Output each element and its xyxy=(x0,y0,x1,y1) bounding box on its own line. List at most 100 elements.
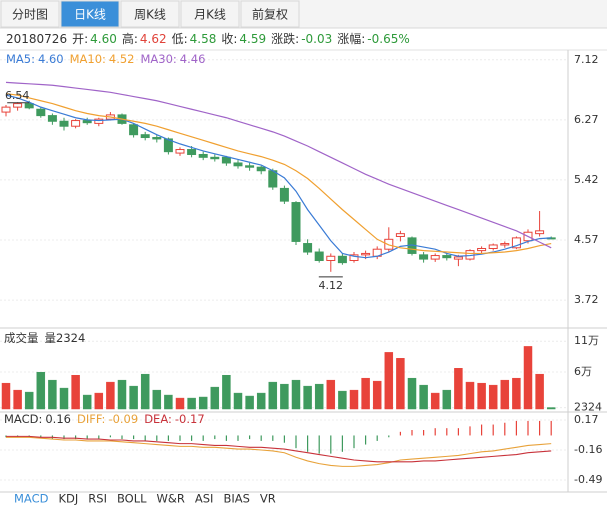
candle-body xyxy=(13,103,23,108)
candle-body xyxy=(337,255,347,264)
candle-body xyxy=(361,252,371,256)
candle-body xyxy=(94,118,104,124)
volume-bar xyxy=(71,374,80,410)
volume-bar xyxy=(535,373,544,410)
volume-bar xyxy=(129,385,138,410)
candle-body xyxy=(326,255,336,262)
legend-value: 0.16 xyxy=(45,412,71,426)
candle-body xyxy=(210,156,220,160)
quote-label: 高: xyxy=(122,31,138,46)
volume-bar xyxy=(361,377,370,410)
quote-value: 4.59 xyxy=(239,32,266,46)
tab[interactable] xyxy=(60,0,120,28)
candle-body xyxy=(511,237,521,249)
legend-name: DEA: xyxy=(144,412,172,426)
indicator-tab[interactable]: BOLL xyxy=(117,492,147,506)
tab-label[interactable]: 日K线 xyxy=(74,8,106,22)
volume-label: 量 xyxy=(45,331,57,345)
legend-name: DIFF: xyxy=(77,412,105,426)
y-tick-label: 0.17 xyxy=(574,413,599,426)
tab[interactable] xyxy=(120,0,180,28)
volume-title: 成交量 xyxy=(4,331,39,345)
legend-value: -0.09 xyxy=(108,412,138,426)
tab[interactable] xyxy=(0,0,60,28)
candle-body xyxy=(314,251,324,262)
volume-bar xyxy=(291,379,301,410)
y-tick-label: 3.72 xyxy=(574,293,599,306)
candle-body xyxy=(221,156,231,164)
ma-line xyxy=(5,94,552,259)
volume-bar xyxy=(222,374,231,410)
tab-label[interactable]: 月K线 xyxy=(194,8,226,22)
legend-name: MA30: xyxy=(141,52,177,66)
volume-bar xyxy=(164,394,173,410)
candle-body xyxy=(488,244,498,249)
volume-bar xyxy=(442,389,452,410)
candle-body xyxy=(36,108,46,117)
indicator-tab[interactable]: KDJ xyxy=(58,492,78,506)
tab-label[interactable]: 周K线 xyxy=(134,8,166,22)
y-tick-label: 2324 xyxy=(574,401,602,414)
candle-body xyxy=(198,153,208,158)
candle-body xyxy=(500,243,510,246)
indicator-tab[interactable]: RSI xyxy=(88,492,107,506)
y-tick-label: 5.42 xyxy=(574,173,599,186)
y-tick-label: 6万 xyxy=(574,365,592,378)
volume-bar xyxy=(430,392,440,410)
volume-bar xyxy=(140,373,150,410)
quote-value: -0.03 xyxy=(301,32,332,46)
quote-line: 20180726 开: 4.60 高: 4.62 低: 4.58 收: 4.59 涨跌: -0.03… xyxy=(6,31,410,46)
candle-body xyxy=(47,115,57,122)
tab[interactable] xyxy=(240,0,300,28)
ma-legend: MA5: 4.60 MA10: 4.52 MA30: 4.46 xyxy=(6,52,205,66)
indicator-tab[interactable]: MACD xyxy=(14,492,49,506)
candle-body xyxy=(430,255,440,260)
macd-legend: MACD: 0.16 DIFF: -0.09 DEA: -0.17 xyxy=(4,412,205,426)
indicator-tab[interactable]: W&R xyxy=(157,492,185,506)
volume-bar xyxy=(59,387,69,410)
y-tick-label: 6.27 xyxy=(574,113,599,126)
indicator-tab[interactable]: BIAS xyxy=(223,492,249,506)
candle-body xyxy=(453,256,463,260)
volume-bar xyxy=(396,358,405,410)
volume-bar xyxy=(372,380,382,410)
tab[interactable] xyxy=(180,0,240,28)
tab-label[interactable]: 前复权 xyxy=(252,7,288,22)
volume-bar xyxy=(349,389,359,410)
macd-line xyxy=(6,436,552,467)
y-tick-label: -0.16 xyxy=(574,443,602,456)
ma-line xyxy=(5,93,552,255)
quote-date: 20180726 xyxy=(6,32,67,46)
max-label: 6.54 xyxy=(5,89,30,102)
candle-body xyxy=(477,247,487,252)
quote-label: 收: xyxy=(221,32,237,46)
candle-body xyxy=(187,149,197,155)
candle-body xyxy=(233,162,243,167)
volume-bar xyxy=(268,381,278,410)
indicator-tab[interactable]: VR xyxy=(260,492,276,506)
quote-value: 4.60 xyxy=(90,32,117,46)
volume-bar xyxy=(326,379,336,410)
candle-body xyxy=(59,120,69,127)
candle-body xyxy=(256,166,266,172)
volume-bar xyxy=(523,346,533,410)
indicator-tab[interactable]: ASI xyxy=(195,492,214,506)
candle-body xyxy=(71,120,81,127)
candle-body xyxy=(129,124,139,136)
y-tick-label: 7.12 xyxy=(574,53,599,66)
volume-bar xyxy=(48,379,57,410)
volume-bar xyxy=(24,391,34,410)
volume-bar xyxy=(338,390,347,410)
volume-bar xyxy=(314,383,324,410)
macd-line xyxy=(6,435,552,463)
legend-name: MACD: xyxy=(4,412,42,426)
candle-body xyxy=(1,106,11,113)
volume-bar xyxy=(198,396,208,410)
volume-bar xyxy=(152,389,162,410)
volume-bar xyxy=(106,381,115,410)
candle-body xyxy=(442,255,452,259)
tab-label[interactable]: 分时图 xyxy=(12,8,48,22)
min-label: 4.12 xyxy=(319,279,344,292)
volume-bar xyxy=(454,368,463,410)
